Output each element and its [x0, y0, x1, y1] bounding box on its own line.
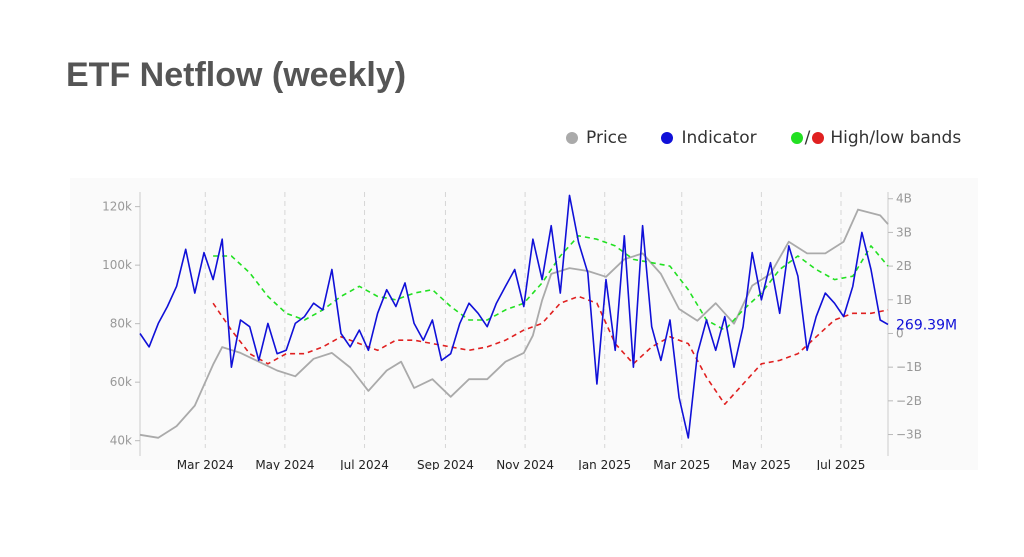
- chart-panel: Mar 2024 May 2024 Jul 2024 Sep 2024 Nov 2024…: [70, 178, 978, 470]
- low-band-line: [212, 295, 889, 405]
- x-tick-label: Nov 2024: [496, 458, 554, 470]
- low-band-dot-icon: [812, 132, 825, 144]
- x-tick-label: May 2025: [732, 458, 791, 470]
- left-tick-label: 80k: [110, 317, 132, 331]
- right-tick-label: 1B: [896, 293, 912, 307]
- label-layer: 269.39M: [896, 317, 957, 333]
- right-tick-label: −1B: [896, 360, 922, 374]
- last-value-label: 269.39M: [896, 317, 957, 333]
- right-tick-label: −3B: [896, 428, 922, 442]
- right-tick-label: −2B: [896, 394, 922, 408]
- legend-bands-separator: /: [804, 128, 811, 148]
- x-tick-label: Mar 2025: [653, 458, 710, 470]
- high-band-line: [213, 235, 889, 331]
- price-dot-icon: [566, 132, 578, 144]
- x-tick-label: Mar 2024: [177, 458, 234, 470]
- x-tick-label: Sep 2024: [417, 458, 474, 470]
- legend-price-label: Price: [586, 128, 628, 148]
- high-band-dot-icon: [790, 132, 803, 144]
- legend-item-indicator[interactable]: Indicator: [661, 128, 757, 148]
- right-tick-label: 2B: [896, 259, 912, 273]
- axis-layer: Mar 2024 May 2024 Jul 2024 Sep 2024 Nov 2024…: [102, 192, 922, 470]
- right-tick-label: 4B: [896, 192, 912, 206]
- left-tick-label: 60k: [110, 375, 132, 389]
- price-line: [139, 208, 889, 439]
- left-tick-label: 40k: [110, 434, 132, 448]
- series-layer: [139, 194, 889, 439]
- right-tick-label: 0: [896, 326, 904, 340]
- right-tick-label: 3B: [896, 225, 912, 239]
- indicator-dot-icon: [661, 132, 674, 144]
- x-tick-label: Jul 2025: [816, 458, 866, 470]
- legend-item-price[interactable]: Price: [566, 128, 627, 148]
- legend-indicator-label: Indicator: [681, 128, 757, 148]
- x-tick-label: Jul 2024: [339, 458, 389, 470]
- x-tick-label: Jan 2025: [577, 458, 631, 470]
- netflow-chart: Mar 2024 May 2024 Jul 2024 Sep 2024 Nov 2024…: [102, 192, 957, 470]
- chart-legend: Price Indicator / High/low bands: [566, 128, 961, 148]
- x-tick-label: May 2024: [255, 458, 314, 470]
- legend-bands-label: High/low bands: [830, 128, 962, 148]
- legend-item-bands[interactable]: / High/low bands: [790, 128, 962, 148]
- indicator-line: [139, 194, 889, 439]
- left-tick-label: 100k: [102, 258, 132, 272]
- page-title: ETF Netflow (weekly): [66, 56, 407, 94]
- left-tick-label: 120k: [102, 200, 132, 214]
